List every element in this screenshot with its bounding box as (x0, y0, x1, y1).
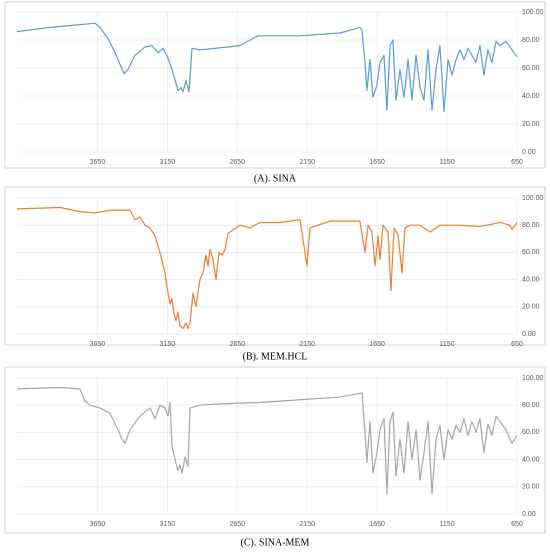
x-tick-label: 1150 (440, 341, 455, 348)
x-tick-label: 3150 (160, 159, 176, 166)
x-tick-label: 1150 (440, 159, 455, 166)
y-tick-label: 60.00 (522, 65, 540, 72)
y-tick-label: 60.00 (522, 429, 540, 436)
caption: (A). SINA (254, 173, 297, 184)
chart-panel (4, 186, 546, 346)
x-tick-label: 1650 (369, 341, 385, 348)
y-tick-label: 0.00 (522, 511, 536, 518)
x-tick-label: 3650 (90, 521, 106, 528)
y-tick-label: 80.00 (522, 37, 540, 44)
x-tick-label: 3650 (90, 341, 106, 348)
spectrum-line (16, 22, 518, 112)
y-tick-label: 0.00 (522, 331, 536, 338)
x-tick-label: 2150 (299, 521, 315, 528)
x-tick-label: 650 (511, 521, 523, 528)
x-tick-label: 650 (511, 159, 523, 166)
y-tick-label: 80.00 (522, 402, 540, 409)
y-tick-label: 20.00 (522, 484, 540, 491)
spectrum-line (16, 386, 518, 495)
x-tick-label: 3650 (90, 159, 106, 166)
y-tick-label: 20.00 (522, 304, 540, 311)
x-tick-label: 1150 (440, 521, 455, 528)
x-tick-label: 2650 (229, 521, 245, 528)
y-tick-label: 60.00 (522, 249, 540, 256)
x-tick-label: 2150 (299, 159, 315, 166)
spectrum-line (16, 206, 518, 330)
caption: (B). MEM.HCL (243, 351, 308, 362)
chart-panel (4, 366, 546, 534)
y-tick-label: 100.00 (522, 195, 544, 202)
caption: (C). SINA-MEM (241, 537, 310, 548)
y-tick-label: 40.00 (522, 456, 540, 463)
x-tick-label: 1650 (369, 521, 385, 528)
x-tick-label: 2650 (229, 341, 245, 348)
y-tick-label: 40.00 (522, 93, 540, 100)
y-tick-label: 0.00 (522, 149, 536, 156)
x-tick-label: 1650 (369, 159, 385, 166)
x-tick-label: 3150 (160, 521, 176, 528)
x-tick-label: 2150 (299, 341, 315, 348)
y-tick-label: 100.00 (522, 375, 544, 382)
x-tick-label: 2650 (229, 159, 245, 166)
x-tick-label: 650 (511, 341, 523, 348)
y-tick-label: 80.00 (522, 222, 540, 229)
y-tick-label: 100.00 (522, 9, 544, 16)
x-tick-label: 3150 (160, 341, 176, 348)
chart-panel (4, 1, 546, 169)
y-tick-label: 40.00 (522, 276, 540, 283)
y-tick-label: 20.00 (522, 121, 540, 128)
